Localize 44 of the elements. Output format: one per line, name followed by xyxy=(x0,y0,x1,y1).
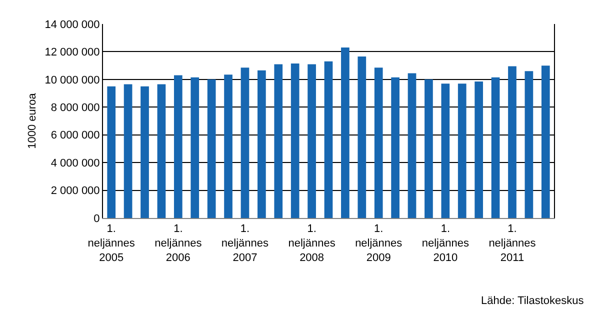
bar xyxy=(157,84,166,218)
y-tick-label: 12 000 000 xyxy=(44,46,100,59)
x-tick-label: 1. neljännes 2010 xyxy=(422,223,470,264)
y-tick-label: 14 000 000 xyxy=(44,18,100,31)
y-tick-label: 10 000 000 xyxy=(44,74,100,86)
bar xyxy=(240,68,250,218)
bar xyxy=(224,74,232,218)
bar xyxy=(474,82,484,218)
bar xyxy=(258,70,266,218)
bar xyxy=(358,56,366,218)
bar xyxy=(140,86,149,218)
y-tick-label: 8 000 000 xyxy=(50,102,100,114)
bar xyxy=(308,64,316,218)
x-tick-label: 1. neljännes 2009 xyxy=(355,223,403,264)
bar xyxy=(107,86,116,218)
bar xyxy=(524,71,534,218)
y-tick-label: 6 000 000 xyxy=(50,130,100,142)
x-tick-label: 1. neljännes 2005 xyxy=(88,223,136,264)
bar xyxy=(274,64,283,218)
bar xyxy=(124,84,132,218)
y-tick-label: 2 000 000 xyxy=(50,185,100,198)
x-tick-label: 1. neljännes 2008 xyxy=(288,223,336,264)
bar xyxy=(541,66,550,218)
bar xyxy=(408,73,416,218)
bar xyxy=(174,75,182,218)
y-axis-title: 1000 euroa xyxy=(26,92,38,149)
bar xyxy=(207,79,216,218)
x-tick-label: 1. neljännes 2011 xyxy=(488,223,536,264)
bar xyxy=(341,48,350,218)
bar xyxy=(508,66,516,218)
y-tick-label: 0 xyxy=(94,212,100,225)
y-tick-label: 4 000 000 xyxy=(50,157,100,170)
text: Lähde: Tilastokeskus xyxy=(481,295,584,307)
bar xyxy=(491,77,500,218)
bar xyxy=(374,68,383,218)
bar xyxy=(290,63,300,218)
x-tick-label: 1. neljännes 2007 xyxy=(221,223,270,264)
bar xyxy=(458,84,466,218)
bar xyxy=(324,61,333,218)
bar xyxy=(424,79,433,218)
bar xyxy=(441,84,450,218)
bar xyxy=(391,77,400,218)
bar xyxy=(190,77,200,218)
x-tick-label: 1. neljännes 2006 xyxy=(154,223,202,264)
